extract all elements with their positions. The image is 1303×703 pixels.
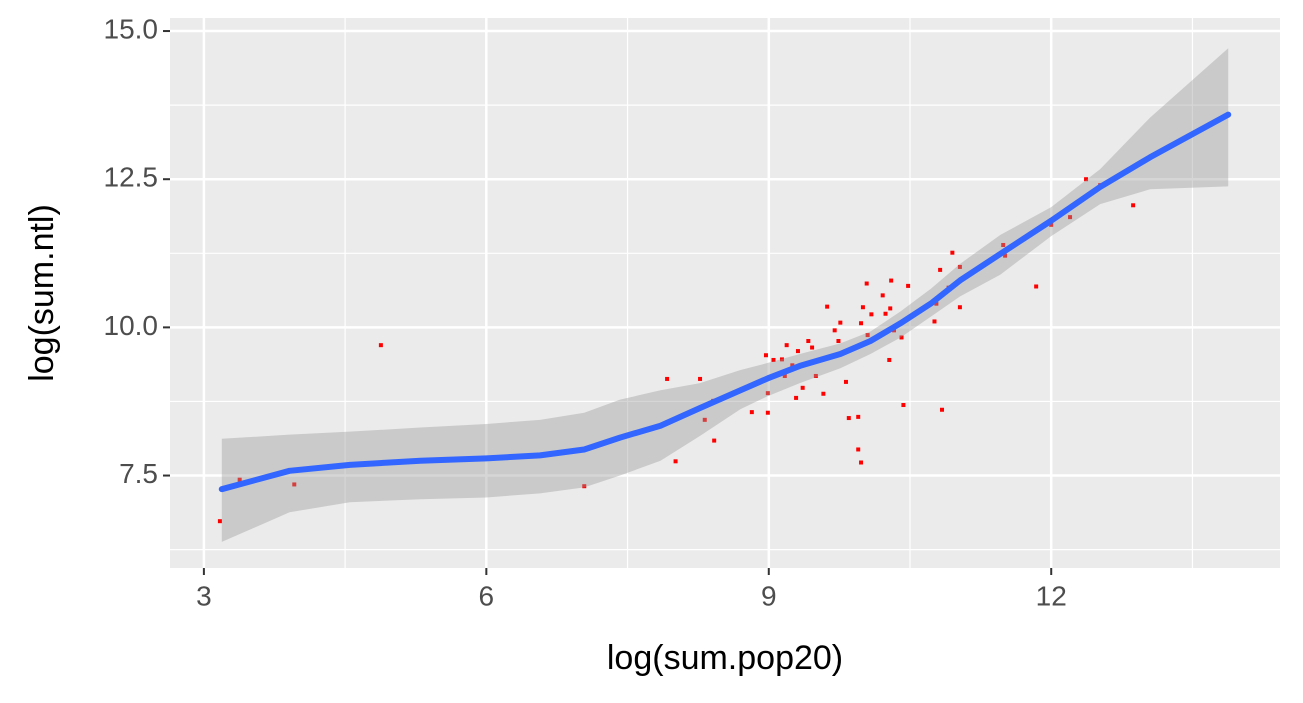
x-tick-label: 6 [479,580,495,611]
point [957,305,962,310]
point [702,417,707,422]
point [856,414,861,419]
point [889,278,894,283]
point [813,373,818,378]
point [765,391,770,396]
point [901,403,906,408]
point [838,320,843,325]
point [825,304,830,309]
smooth-line [218,111,1232,493]
point [934,301,939,306]
point [765,410,770,415]
point [869,312,874,317]
point [763,353,768,358]
x-tick-label: 3 [196,580,212,611]
point [957,264,962,269]
y-tick-label: 7.5 [119,458,158,489]
point [782,373,787,378]
point [800,385,805,390]
confidence-band [221,48,1229,542]
point [888,306,893,311]
point [1003,253,1008,258]
point [795,349,800,354]
point [771,357,776,362]
x-tick-label: 9 [761,580,777,611]
point [859,460,864,465]
point [790,363,795,368]
point [1084,177,1089,182]
point [843,379,848,384]
point [698,376,703,381]
point [821,391,826,396]
point [806,339,811,344]
point [1131,203,1136,208]
point [292,482,297,487]
x-tick-label: 12 [1036,580,1067,611]
point [836,339,841,344]
point [794,395,799,400]
point [880,293,885,298]
point [237,477,242,482]
y-tick-label: 10.0 [104,310,159,341]
point [749,410,754,415]
point [865,333,870,338]
point [1001,242,1006,247]
point [883,311,888,316]
x-axis-title: log(sum.pop20) [607,639,843,677]
point [1049,222,1054,227]
point [938,267,943,272]
point [832,328,837,333]
point [906,283,911,288]
y-tick-label: 12.5 [104,162,159,193]
point [899,335,904,340]
point [932,319,937,324]
point [1068,215,1073,220]
point [779,357,784,362]
point [378,343,383,348]
point [950,250,955,255]
point [810,345,815,350]
point [864,281,869,286]
point [217,519,222,524]
point [856,447,861,452]
point [940,407,945,412]
point [860,305,865,310]
point [1034,284,1039,289]
y-axis-title: log(sum.ntl) [23,204,61,382]
point [673,459,678,464]
point [784,343,789,348]
point [665,376,670,381]
point [582,484,587,489]
point [846,416,851,421]
point [887,357,892,362]
y-tick-label: 15.0 [104,13,159,44]
point [859,321,864,326]
point [712,438,717,443]
